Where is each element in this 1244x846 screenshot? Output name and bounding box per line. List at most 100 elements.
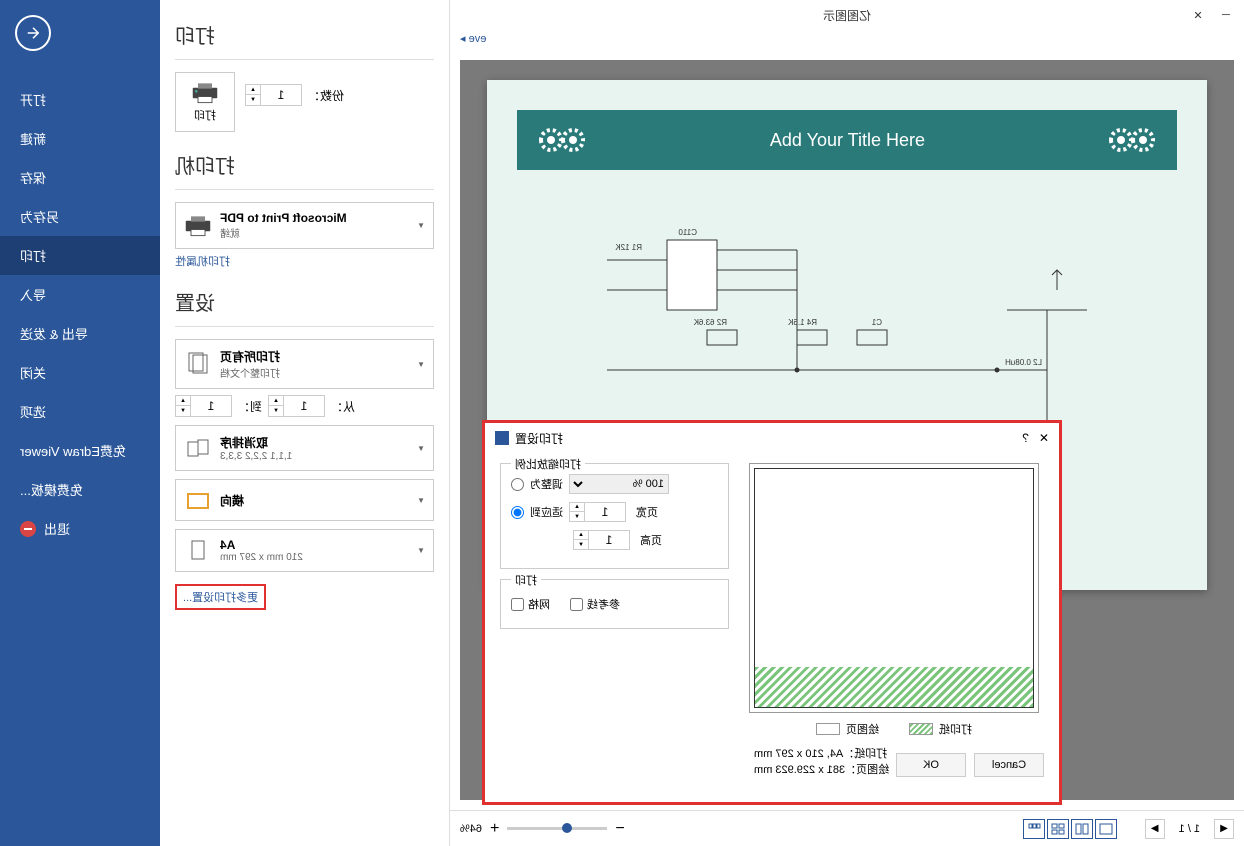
- zoom-handle[interactable]: [562, 823, 572, 833]
- adjust-label: 调整为: [530, 476, 563, 492]
- sidebar-item-templates[interactable]: 免费模板...: [0, 470, 160, 509]
- fit-height-input[interactable]: [589, 531, 629, 549]
- exit-icon: [20, 521, 36, 537]
- adjust-select[interactable]: 100 %: [569, 474, 669, 494]
- page-indicator: 1 / 1: [1173, 823, 1206, 835]
- sidebar-item-import[interactable]: 导入: [0, 275, 160, 314]
- fit-radio[interactable]: [511, 506, 524, 519]
- dialog-close-button[interactable]: ✕: [1039, 431, 1049, 445]
- sidebar-item-options[interactable]: 选项: [0, 392, 160, 431]
- printer-name: Microsoft Print to PDF: [220, 211, 407, 225]
- sidebar-item-viewer[interactable]: 免费Edraw Viewer: [0, 431, 160, 470]
- zoom-in-button[interactable]: +: [490, 820, 499, 838]
- copies-up[interactable]: ▲: [246, 85, 260, 95]
- from-up[interactable]: ▲: [269, 396, 283, 406]
- orientation-dropdown[interactable]: ▼ 横向: [175, 479, 434, 521]
- dialog-help-button[interactable]: ?: [1022, 431, 1029, 445]
- collate-icon: [184, 436, 212, 460]
- minimize-button[interactable]: ─: [1214, 5, 1238, 25]
- from-down[interactable]: ▼: [269, 406, 283, 416]
- pages-wide-label: 页宽: [636, 504, 658, 520]
- sidebar-menu: 打开 新建 保存 另存为 打印 导入 导出 & 发送 关闭 选项 免费Edraw…: [0, 80, 160, 548]
- to-down[interactable]: ▼: [176, 406, 190, 416]
- config-section-title: 设置: [175, 287, 434, 316]
- copies-spinner[interactable]: ▲ ▼: [245, 84, 302, 106]
- printer-section-title: 打印机: [175, 150, 434, 179]
- grid-checkbox[interactable]: [511, 598, 524, 611]
- pages-sub: 打印整个文档: [220, 365, 407, 380]
- sidebar-item-print[interactable]: 打印: [0, 236, 160, 275]
- pages-dropdown[interactable]: ▼ 打印所有页 打印整个文档: [175, 339, 434, 389]
- copies-input[interactable]: [261, 85, 301, 105]
- print-options-fieldset: 打印 参考线 网格: [500, 579, 729, 629]
- paper-sub: 210 mm x 297 mm: [220, 552, 407, 563]
- from-spinner[interactable]: ▲▼: [268, 395, 325, 417]
- ref-checkbox[interactable]: [570, 598, 583, 611]
- svg-text:R2 63.6K: R2 63.6K: [693, 318, 727, 327]
- gear-icon: [1107, 122, 1157, 163]
- backstage-sidebar: 打开 新建 保存 另存为 打印 导入 导出 & 发送 关闭 选项 免费Edraw…: [0, 0, 160, 846]
- to-up[interactable]: ▲: [176, 396, 190, 406]
- ok-button[interactable]: OK: [896, 753, 966, 777]
- zoom-level: 64%: [460, 823, 482, 835]
- chevron-down-icon: ▼: [415, 444, 425, 453]
- zoom-out-button[interactable]: −: [615, 820, 624, 838]
- sidebar-item-close[interactable]: 关闭: [0, 353, 160, 392]
- print-button[interactable]: 打印: [175, 72, 235, 132]
- to-spinner[interactable]: ▲▼: [175, 395, 232, 417]
- back-arrow-button[interactable]: [15, 15, 51, 51]
- to-label: 到：: [238, 398, 262, 415]
- legend-drawing-page: 绘图页: [816, 721, 879, 737]
- breadcrumb[interactable]: eve ▸: [460, 32, 486, 45]
- fit-height-spinner[interactable]: ▲▼: [573, 530, 630, 550]
- chevron-down-icon: ▼: [415, 221, 425, 230]
- collate-dropdown[interactable]: ▼ 取消排序 1,1,1 2,2,2 3,3,3: [175, 425, 434, 471]
- grid-label: 网格: [528, 596, 550, 612]
- copies-down[interactable]: ▼: [246, 95, 260, 105]
- scale-fieldset: 打印缩放比例 100 % 调整为 页宽 ▲▼ 适应到: [500, 463, 729, 569]
- print-options-legend: 打印: [511, 572, 541, 588]
- view-mode-1[interactable]: [1095, 819, 1117, 839]
- svg-text:C1: C1: [871, 318, 882, 327]
- window-title: 亿图图示: [823, 7, 871, 24]
- more-print-settings-link[interactable]: 更多打印设置...: [175, 584, 266, 610]
- pages-tall-label: 页高: [640, 532, 662, 548]
- sidebar-item-label: 退出: [44, 519, 70, 538]
- sidebar-item-saveas[interactable]: 另存为: [0, 197, 160, 236]
- view-mode-3[interactable]: [1047, 819, 1069, 839]
- view-mode-2[interactable]: [1071, 819, 1093, 839]
- gear-icon: [537, 122, 587, 163]
- chevron-down-icon: ▼: [415, 546, 425, 555]
- sidebar-item-export[interactable]: 导出 & 发送: [0, 314, 160, 353]
- paper-dropdown[interactable]: ▼ A4 210 mm x 297 mm: [175, 529, 434, 572]
- orientation-label: 横向: [220, 492, 407, 509]
- dialog-title: 打印设置: [515, 430, 1016, 447]
- svg-text:R1 12K: R1 12K: [615, 243, 642, 252]
- from-label: 从：: [331, 398, 355, 415]
- next-page-button[interactable]: ▶: [1145, 819, 1165, 839]
- chevron-down-icon: ▼: [415, 496, 425, 505]
- adjust-radio[interactable]: [511, 478, 524, 491]
- close-button[interactable]: ✕: [1186, 5, 1210, 25]
- print-setup-dialog: ✕ ? 打印设置 打印纸 绘图页: [482, 420, 1062, 805]
- print-settings-panel: 打印 份数： ▲ ▼: [160, 0, 450, 846]
- printer-icon: [191, 82, 219, 104]
- paper-icon: [184, 539, 212, 563]
- from-input[interactable]: [284, 396, 324, 416]
- printer-properties-link[interactable]: 打印机属性: [175, 253, 434, 269]
- cancel-button[interactable]: Cancel: [974, 753, 1044, 777]
- sidebar-item-exit[interactable]: 退出: [0, 509, 160, 548]
- page-header-banner: Add Your Title Here: [517, 110, 1177, 170]
- page-header-text: Add Your Title Here: [769, 130, 924, 151]
- sidebar-item-open[interactable]: 打开: [0, 80, 160, 119]
- sidebar-item-new[interactable]: 新建: [0, 119, 160, 158]
- prev-page-button[interactable]: ◀: [1214, 819, 1234, 839]
- sidebar-item-save[interactable]: 保存: [0, 158, 160, 197]
- view-mode-4[interactable]: [1023, 819, 1045, 839]
- zoom-slider[interactable]: [507, 827, 607, 830]
- fit-width-spinner[interactable]: ▲▼: [569, 502, 626, 522]
- fit-width-input[interactable]: [585, 503, 625, 521]
- legend-print-paper: 打印纸: [909, 721, 972, 737]
- printer-dropdown[interactable]: ▼ Microsoft Print to PDF 就绪: [175, 202, 434, 249]
- to-input[interactable]: [191, 396, 231, 416]
